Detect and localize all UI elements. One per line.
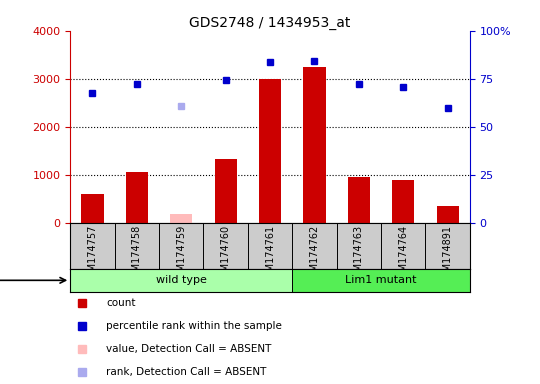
Text: percentile rank within the sample: percentile rank within the sample bbox=[106, 321, 282, 331]
Bar bbox=[348, 177, 370, 223]
Text: GSM174759: GSM174759 bbox=[176, 225, 186, 284]
Text: GSM174764: GSM174764 bbox=[398, 225, 408, 284]
Text: wild type: wild type bbox=[156, 275, 207, 285]
Text: count: count bbox=[106, 298, 136, 308]
Bar bbox=[170, 214, 192, 223]
Bar bbox=[303, 67, 326, 223]
Text: GSM174760: GSM174760 bbox=[221, 225, 231, 284]
Bar bbox=[392, 180, 414, 223]
Text: GSM174763: GSM174763 bbox=[354, 225, 364, 284]
Text: value, Detection Call = ABSENT: value, Detection Call = ABSENT bbox=[106, 344, 272, 354]
Text: GSM174762: GSM174762 bbox=[309, 225, 319, 284]
Text: GSM174757: GSM174757 bbox=[87, 225, 97, 285]
Text: GSM174761: GSM174761 bbox=[265, 225, 275, 284]
Bar bbox=[259, 79, 281, 223]
Bar bbox=[436, 206, 458, 223]
Text: GSM174758: GSM174758 bbox=[132, 225, 142, 284]
Text: GSM174891: GSM174891 bbox=[443, 225, 453, 284]
Title: GDS2748 / 1434953_at: GDS2748 / 1434953_at bbox=[190, 16, 350, 30]
Bar bbox=[82, 194, 104, 223]
Bar bbox=[214, 159, 237, 223]
Bar bbox=[126, 172, 148, 223]
Text: Lim1 mutant: Lim1 mutant bbox=[345, 275, 417, 285]
Bar bbox=[292, 269, 470, 292]
Bar bbox=[70, 269, 292, 292]
Text: rank, Detection Call = ABSENT: rank, Detection Call = ABSENT bbox=[106, 367, 267, 377]
